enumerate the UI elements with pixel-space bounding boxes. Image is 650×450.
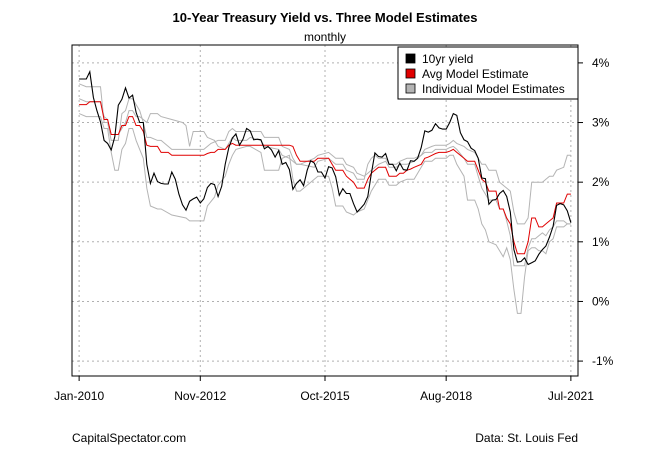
y-tick-label: 3% <box>592 116 610 130</box>
individual-model-line-3 <box>78 98 571 225</box>
legend-ten-year-yield-swatch <box>405 53 416 64</box>
y-tick-label: 0% <box>592 294 610 308</box>
individual-model-line-1 <box>78 83 571 267</box>
x-tick-label: Oct-2015 <box>300 389 350 403</box>
ten-year-yield-line <box>79 69 572 266</box>
chart-subtitle: monthly <box>303 30 347 44</box>
y-tick-label: 4% <box>592 56 610 70</box>
avg-model-line <box>79 101 571 255</box>
legend-individual-models-label: Individual Model Estimates <box>422 82 565 96</box>
y-tick-label: 1% <box>592 235 610 249</box>
individual-model-line-2 <box>78 113 571 314</box>
chart-title: 10-Year Treasury Yield vs. Three Model E… <box>172 10 478 25</box>
y-tick-label: 2% <box>592 175 610 189</box>
footer-source-site: CapitalSpectator.com <box>72 431 187 445</box>
legend-avg-model-swatch <box>405 68 416 79</box>
x-tick-label: Nov-2012 <box>174 389 226 403</box>
x-tick-label: Jul-2021 <box>548 389 594 403</box>
x-tick-label: Aug-2018 <box>420 389 472 403</box>
legend-box <box>397 46 579 100</box>
legend-individual-models-swatch <box>405 83 416 94</box>
legend-avg-model-label: Avg Model Estimate <box>422 67 529 81</box>
legend-ten-year-yield-label: 10yr yield <box>422 52 473 66</box>
x-tick-label: Jan-2010 <box>54 389 104 403</box>
footer-data-source: Data: St. Louis Fed <box>475 431 578 445</box>
y-tick-label: -1% <box>592 354 614 368</box>
